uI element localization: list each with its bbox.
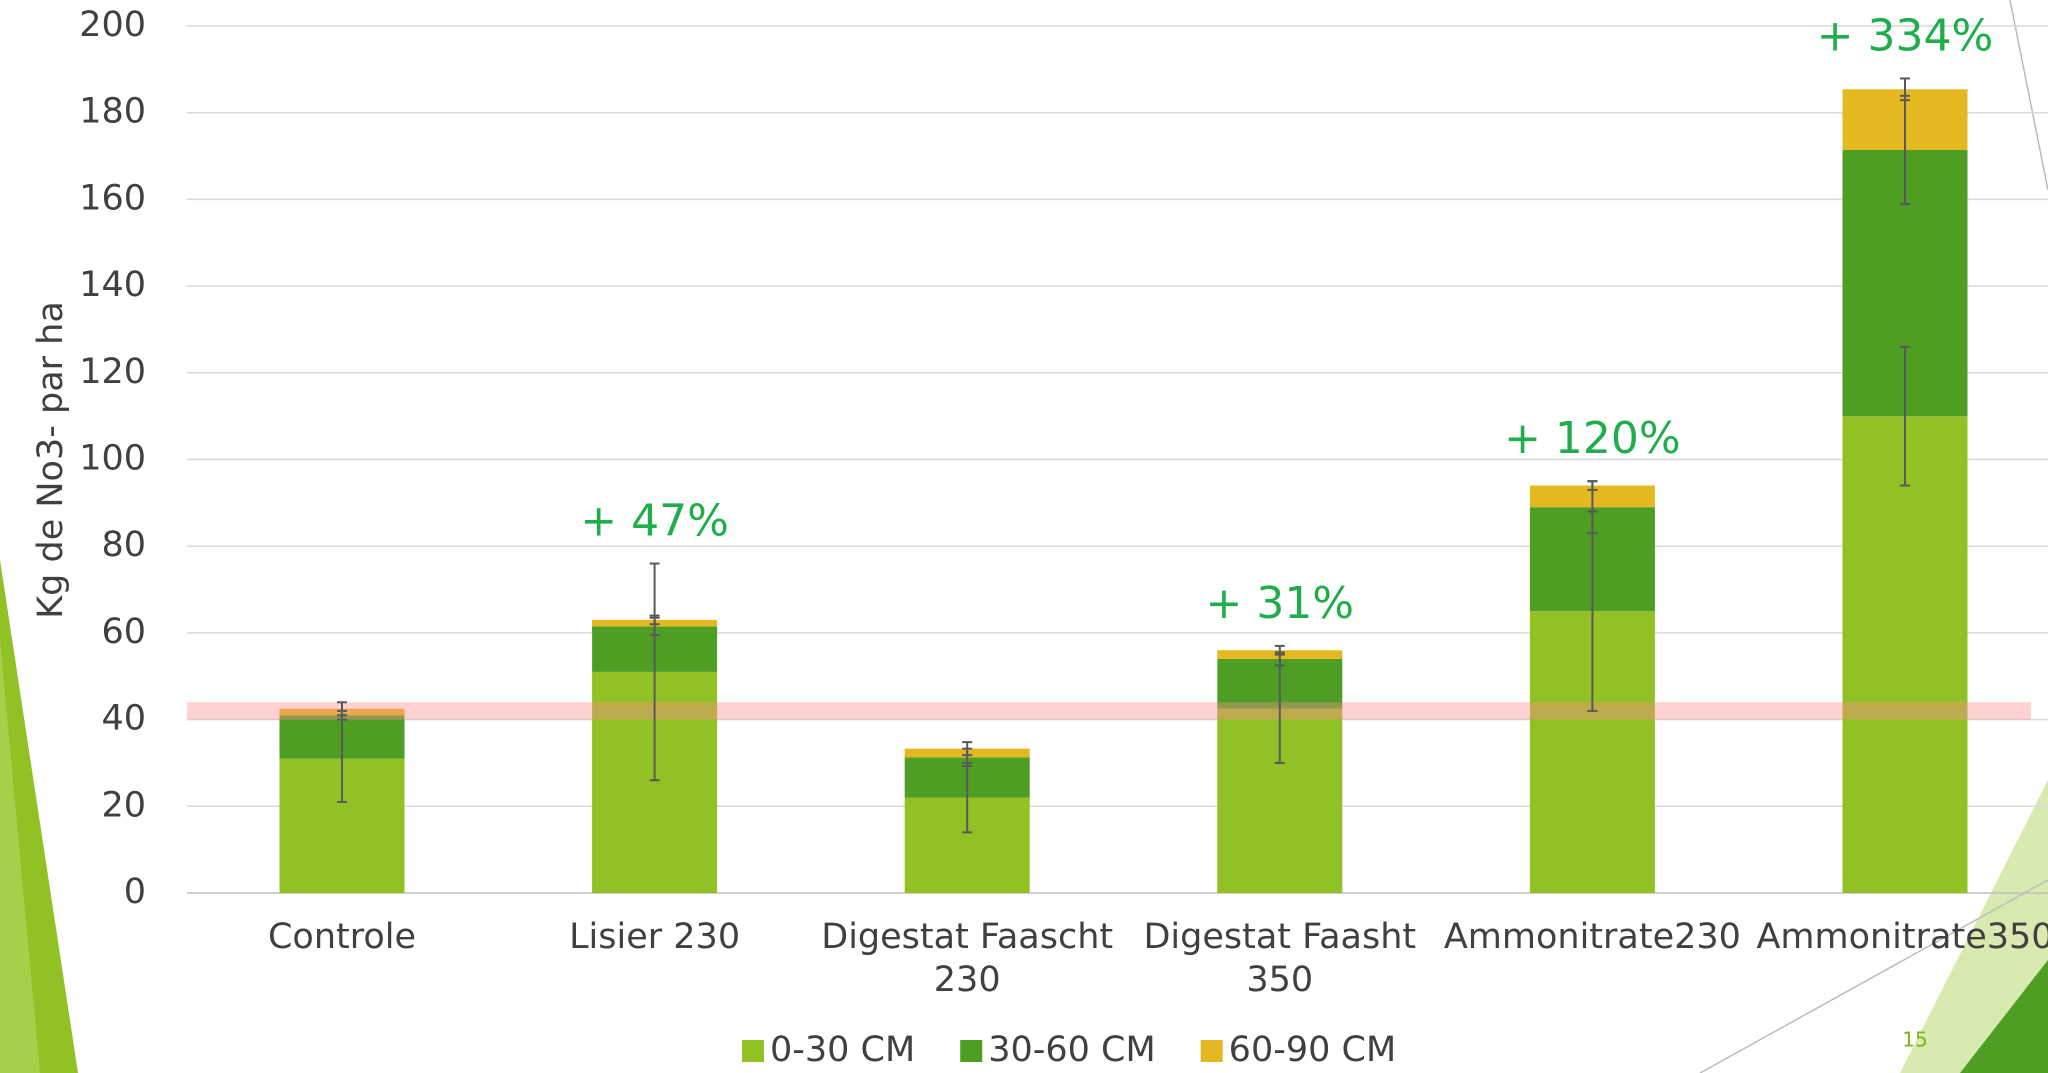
decor-triangle <box>1960 960 2048 1073</box>
legend-label: 60-90 CM <box>1229 1030 1396 1070</box>
y-tick-label: 200 <box>79 5 146 45</box>
annotation: + 120% <box>1504 413 1681 464</box>
legend-swatch <box>742 1040 764 1062</box>
annotation: + 47% <box>580 496 729 547</box>
annotation: + 31% <box>1205 578 1354 629</box>
decor-triangle <box>1900 780 2048 1073</box>
x-tick-label: Ammonitrate350 <box>1756 917 2048 957</box>
annotation: + 334% <box>1817 10 1994 61</box>
x-tick-label: 350 <box>1246 960 1313 1000</box>
y-tick-label: 0 <box>124 872 146 912</box>
y-tick-label: 80 <box>101 525 146 565</box>
y-tick-label: 140 <box>79 265 146 305</box>
reference-band <box>187 702 2031 720</box>
decor-line <box>2009 0 2048 191</box>
bar-segment <box>1842 416 1968 893</box>
x-tick-label: Ammonitrate230 <box>1444 917 1741 957</box>
x-tick-label: Digestat Faascht <box>821 917 1113 957</box>
legend-swatch <box>1200 1040 1223 1062</box>
x-tick-label: Lisier 230 <box>569 917 740 957</box>
y-tick-label: 100 <box>79 439 146 479</box>
legend-swatch <box>960 1040 983 1062</box>
y-tick-label: 120 <box>79 352 146 392</box>
legend-label: 30-60 CM <box>988 1030 1155 1070</box>
y-tick-label: 180 <box>79 92 146 132</box>
page-number: 15 <box>1902 1028 1927 1052</box>
x-tick-label: Controle <box>268 917 416 957</box>
y-tick-label: 60 <box>101 612 146 652</box>
x-tick-label: 230 <box>934 960 1001 1000</box>
decor-line <box>1699 879 2048 1073</box>
x-tick-label: Digestat Faasht <box>1143 917 1416 957</box>
legend-label: 0-30 CM <box>770 1030 915 1070</box>
y-tick-label: 20 <box>101 785 146 825</box>
decor-triangle <box>0 640 40 1073</box>
y-axis-label: Kg de No3- par ha <box>31 301 71 619</box>
y-tick-label: 40 <box>101 699 146 739</box>
y-tick-label: 160 <box>79 178 146 218</box>
